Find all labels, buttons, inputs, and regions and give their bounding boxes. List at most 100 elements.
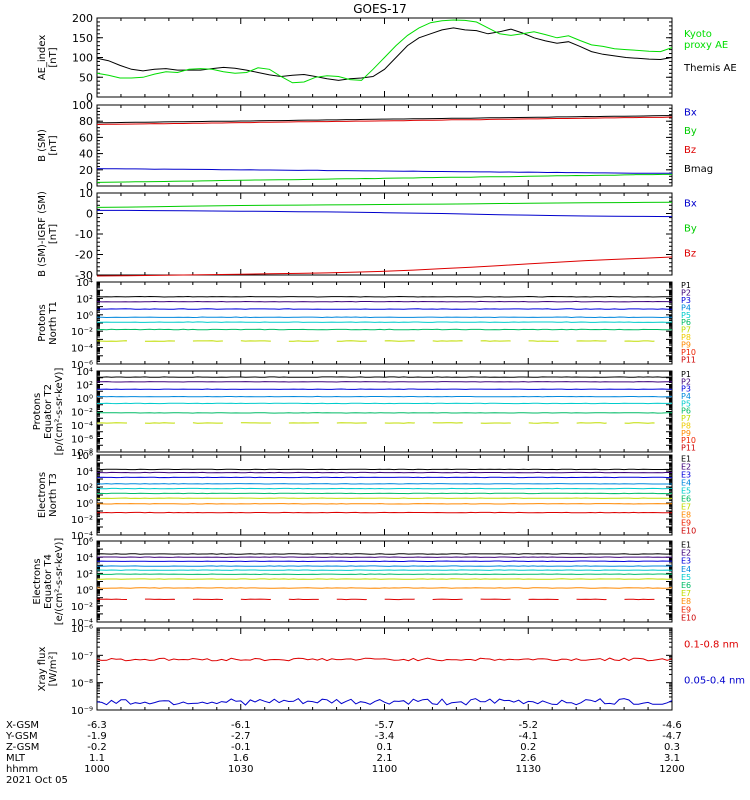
ephemeris-row-label: X-GSM xyxy=(6,720,39,731)
y-tick-label: 10⁻⁸ xyxy=(71,679,93,690)
y-tick-label: 10⁴ xyxy=(76,278,93,289)
y-tick-label: 10⁰ xyxy=(76,311,93,322)
ephemeris-value: -3.4 xyxy=(375,731,395,742)
y-axis-label: Equator T4 xyxy=(43,554,54,609)
y-tick-label: 100 xyxy=(72,99,93,112)
legend-entry: P1 xyxy=(681,370,691,379)
ephemeris-value: -1.9 xyxy=(87,731,107,742)
series-line-bz xyxy=(96,256,673,277)
y-tick-label: 10² xyxy=(76,569,93,580)
legend-entry: E3 xyxy=(681,557,691,566)
legend-entry: By xyxy=(684,126,697,137)
y-tick-label: 10⁴ xyxy=(76,553,93,564)
legend-entry: E4 xyxy=(681,565,691,574)
legend-entry: E1 xyxy=(681,540,691,549)
legend-entry: Bz xyxy=(684,145,696,156)
y-tick-label: 10² xyxy=(76,294,93,305)
series-line-e3 xyxy=(96,560,672,563)
legend-entry: By xyxy=(684,224,697,235)
ephemeris-value: 1200 xyxy=(659,764,684,775)
series-line-p4 xyxy=(97,395,673,398)
y-tick-label: 10⁶ xyxy=(76,451,93,462)
series-line-p7 xyxy=(96,340,673,342)
y-axis-label: Equator T2 xyxy=(43,384,54,439)
y-tick-label: -30 xyxy=(75,269,93,282)
series-line-p1 xyxy=(96,295,672,298)
ephemeris-value: -0.2 xyxy=(87,742,107,753)
y-axis-label: B (SM)-IGRF (SM) xyxy=(37,191,48,277)
y-tick-label: 10⁰ xyxy=(76,394,93,405)
legend-entry: P4 xyxy=(681,303,691,312)
panel-peq: 10⁻⁸ 10⁻⁶ 10⁻⁴ 10⁻² 10⁰ 10² 10⁴ Protons Equator … xyxy=(32,367,696,459)
y-tick-label: 10 xyxy=(79,187,93,200)
series-line-p6 xyxy=(96,328,672,331)
ephemeris-value: 0.2 xyxy=(520,742,536,753)
panel-xray: 10⁻⁹ 10⁻⁸ 10⁻⁷ 10⁻⁶ Xray flux [W/m²] 0.1-0.8 n… xyxy=(37,624,745,717)
legend-entry: E5 xyxy=(681,573,691,582)
y-tick-label: 10⁶ xyxy=(76,537,93,548)
plot-title: GOES-17 xyxy=(353,2,407,16)
y-axis-label: Xray flux xyxy=(37,647,48,692)
panel-frame xyxy=(96,540,673,623)
ephemeris-table: X-GSM -6.3 -6.1 -5.7 -5.2 -4.6 Y-GSM -1.9 -2.7 -3… xyxy=(5,720,685,786)
y-tick-label: 0 xyxy=(86,180,93,193)
legend-entry: P6 xyxy=(681,318,691,327)
y-tick-label: 10⁻⁴ xyxy=(71,344,93,355)
series-line-e5 xyxy=(96,569,673,571)
series-line-e6 xyxy=(96,573,673,576)
series-line-0-1-0-8-nm xyxy=(96,657,673,662)
ephemeris-value: 1.1 xyxy=(89,753,105,764)
legend-entry: E7 xyxy=(681,589,691,598)
y-tick-label: 10⁻² xyxy=(71,515,93,526)
panel-frame xyxy=(96,281,673,365)
y-tick-label: 0 xyxy=(86,208,93,221)
series-line-bmag xyxy=(96,115,672,124)
ephemeris-value: -0.1 xyxy=(231,742,251,753)
ephemeris-row-label: Z-GSM xyxy=(6,742,39,753)
legend-entry: E4 xyxy=(681,478,691,487)
y-tick-label: 40 xyxy=(79,148,93,161)
ephemeris-value: 0.3 xyxy=(664,742,680,753)
ephemeris-value: 1130 xyxy=(516,764,541,775)
legend-entry: Bz xyxy=(684,248,696,259)
legend-entry: P9 xyxy=(681,429,691,438)
y-axis-label: [nT] xyxy=(48,47,59,67)
series-line-kyoto-proxy-ae xyxy=(96,19,673,84)
panel-eeq: 10⁻⁴ 10⁻² 10⁰ 10² 10⁴ 10⁶ Electrons Equator T4[… xyxy=(32,537,696,629)
y-tick-label: 10⁴ xyxy=(76,467,93,478)
ephemeris-date: 2021 Oct 05 xyxy=(6,775,68,786)
ephemeris-value: -4.7 xyxy=(662,731,682,742)
legend-entry: P3 xyxy=(681,296,691,305)
legend-entry: Themis AE xyxy=(683,63,737,74)
ephemeris-value: 1000 xyxy=(84,764,109,775)
y-tick-label: 150 xyxy=(72,32,93,45)
y-tick-label: 50 xyxy=(79,71,93,84)
series-line-p6 xyxy=(97,412,673,414)
series-line-p3 xyxy=(96,308,672,310)
y-tick-label: 10⁻⁷ xyxy=(71,651,93,662)
y-tick-label: 200 xyxy=(72,12,93,25)
y-axis-label: Protons xyxy=(37,304,48,341)
panel-bsm: 0 20 40 60 80 100 B (SM) [nT] Bx By Bz Bmag xyxy=(37,99,713,193)
series-line-by xyxy=(96,173,672,183)
y-axis-label: AE_index xyxy=(37,35,48,81)
y-axis-label: [nT] xyxy=(48,224,59,244)
legend-entry: P6 xyxy=(681,407,691,416)
legend-entry: P11 xyxy=(681,444,696,453)
ephemeris-value: 3.1 xyxy=(664,753,680,764)
y-axis-label: Protons xyxy=(32,393,43,430)
legend-entry: P8 xyxy=(681,421,691,430)
legend-entry: Bmag xyxy=(684,164,713,175)
legend-entry: E5 xyxy=(681,486,691,495)
ephemeris-value: 1030 xyxy=(228,764,253,775)
ephemeris-row-label: Y-GSM xyxy=(5,731,38,742)
y-tick-label: 10⁻⁹ xyxy=(71,706,93,717)
ephemeris-value: -4.1 xyxy=(518,731,538,742)
legend-entry: P5 xyxy=(681,311,691,320)
ephemeris-value: -6.3 xyxy=(87,720,107,731)
y-tick-label: 10⁰ xyxy=(76,586,93,597)
legend-entry: P3 xyxy=(681,385,691,394)
ephemeris-row-label: hhmm xyxy=(6,764,38,775)
y-axis-label: [W/m²] xyxy=(48,651,59,686)
